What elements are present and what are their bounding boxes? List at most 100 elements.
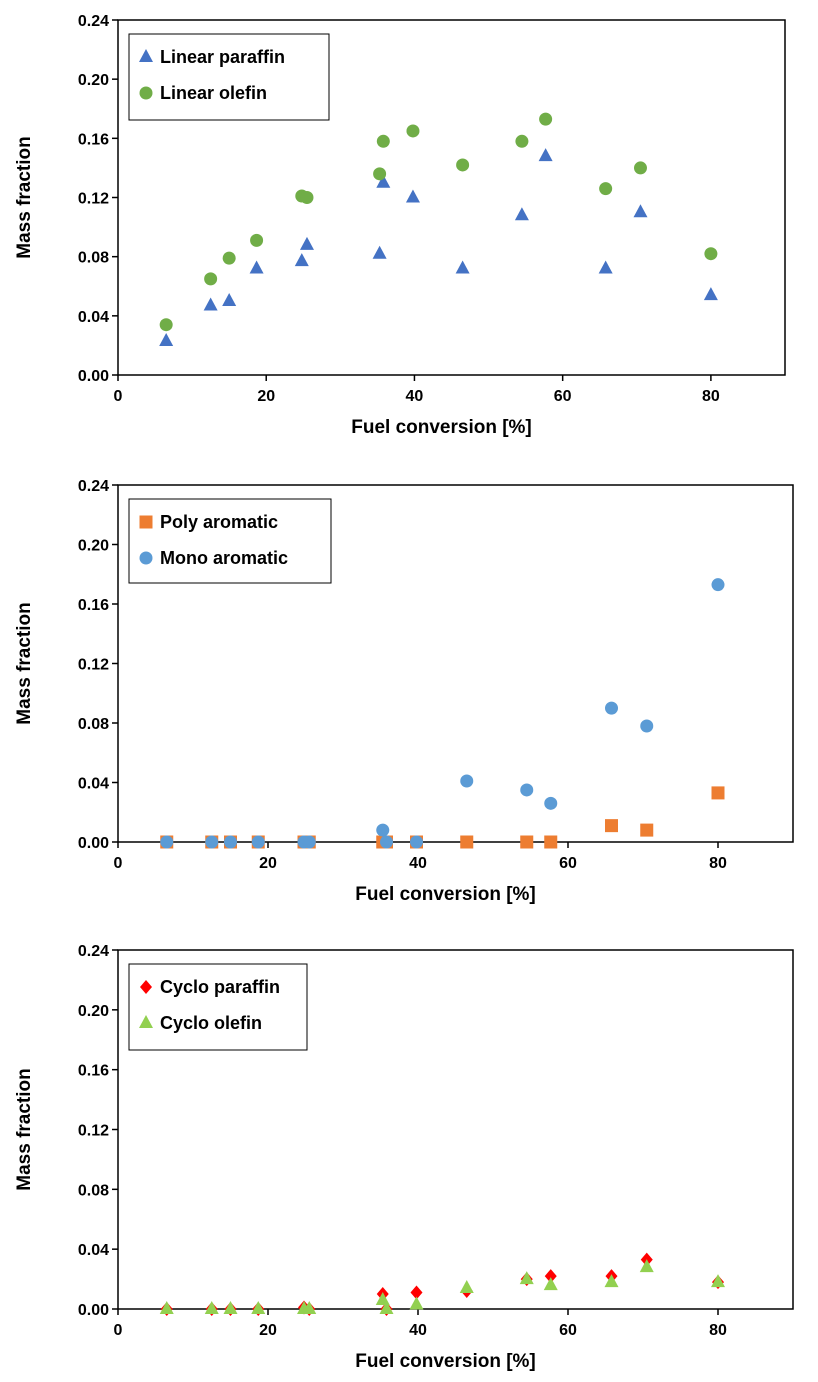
y-tick-label: 0.12 [78,657,109,674]
data-point [376,134,390,148]
data-point [204,1301,219,1314]
data-point [711,786,725,800]
data-point [380,835,393,849]
x-tick-label: 80 [702,388,720,405]
data-point [250,233,264,247]
y-tick-label: 0.16 [78,1063,109,1080]
chart-aromatic: 0.00 0.04 0.08 0.12 0.16 0.20 0.24 0 20 40 60 80 Fue… [14,478,794,905]
data-point [406,124,420,138]
legend-box [128,33,330,121]
x-tick-label: 20 [257,388,275,405]
data-point [543,1277,558,1291]
y-tick-label: 0.20 [78,1003,109,1020]
x-axis-label: Fuel conversion [%] [355,884,536,905]
chart-linear: 0.00 0.04 0.08 0.12 0.16 0.20 0.24 0 20 40 60 80 Fue… [14,13,786,438]
x-tick-label: 40 [409,855,427,872]
data-point [300,191,314,204]
legend: Linear paraffin Linear olefin [128,33,330,121]
x-tick-label: 0 [114,388,123,405]
data-point [633,161,647,175]
y-axis-label: Mass fraction [14,602,35,724]
legend-marker [139,515,153,529]
data-point [704,247,718,261]
y-tick-label: 0.04 [78,776,109,793]
data-point [249,260,264,274]
data-point [379,1301,394,1314]
data-point [409,1296,424,1310]
series-cyclo-olefin [159,1259,725,1314]
data-point [222,251,236,265]
x-tick-label: 60 [559,855,577,872]
data-point [520,835,534,849]
data-point [205,835,219,849]
y-tick-label: 0.24 [78,478,109,495]
data-point [372,245,387,259]
data-point [302,1301,317,1314]
data-point [160,835,174,849]
legend-marker [139,551,153,565]
data-point [544,835,558,849]
legend-label: Cyclo paraffin [160,977,280,997]
series-cyclo-paraffin [160,1252,724,1316]
data-point [159,1301,174,1314]
legend-box [128,498,332,584]
data-point [605,701,618,715]
data-point [538,148,553,162]
data-point [203,297,218,311]
legend-marker [139,49,153,62]
series-mono-aromatic [160,578,725,849]
legend-label: Mono aromatic [160,548,288,568]
data-point [539,112,553,126]
data-point [302,835,316,849]
data-point [639,1259,654,1273]
data-point [711,578,725,592]
legend-marker [139,1015,153,1028]
data-point [711,1274,725,1288]
x-tick-label: 40 [409,1322,427,1339]
data-point [376,174,391,188]
y-axis-label: Mass fraction [14,136,35,258]
y-tick-label: 0.00 [78,368,109,385]
x-tick-label: 20 [259,855,277,872]
data-point [294,253,309,267]
data-point [459,1280,474,1294]
x-tick-label: 20 [259,1322,277,1339]
data-point [598,260,613,274]
data-point [410,1285,423,1300]
chart-cyclo: 0.00 0.04 0.08 0.12 0.16 0.20 0.24 0 20 40 60 80 Fue… [14,943,794,1372]
y-tick-label: 0.16 [78,131,109,148]
data-point [640,823,654,837]
data-point [520,783,534,797]
data-point [456,158,470,172]
legend-marker [139,86,153,100]
data-point [703,287,718,301]
data-point [159,332,174,346]
y-tick-label: 0.08 [78,250,109,267]
y-axis-label: Mass fraction [14,1068,35,1190]
data-point [604,1274,619,1288]
x-tick-label: 80 [709,855,727,872]
data-point [455,260,470,274]
y-tick-label: 0.04 [78,1242,109,1259]
data-point [405,189,420,203]
legend-box [128,963,308,1051]
y-tick-label: 0.24 [78,13,109,30]
x-tick-label: 80 [709,1322,727,1339]
x-tick-label: 60 [554,388,572,405]
data-point [599,182,613,196]
x-axis-label: Fuel conversion [%] [355,1351,536,1372]
data-point [373,167,387,181]
series-linear-olefin [159,112,718,332]
legend-label: Linear olefin [160,83,267,103]
data-point [544,1269,557,1284]
data-point [299,236,314,250]
y-tick-label: 0.20 [78,538,109,555]
y-tick-label: 0.08 [78,1182,109,1199]
y-tick-label: 0.08 [78,716,109,733]
data-point [460,835,474,849]
y-tick-label: 0.12 [78,1123,109,1140]
data-point [605,819,618,833]
data-point [410,835,423,849]
data-point [251,835,265,849]
